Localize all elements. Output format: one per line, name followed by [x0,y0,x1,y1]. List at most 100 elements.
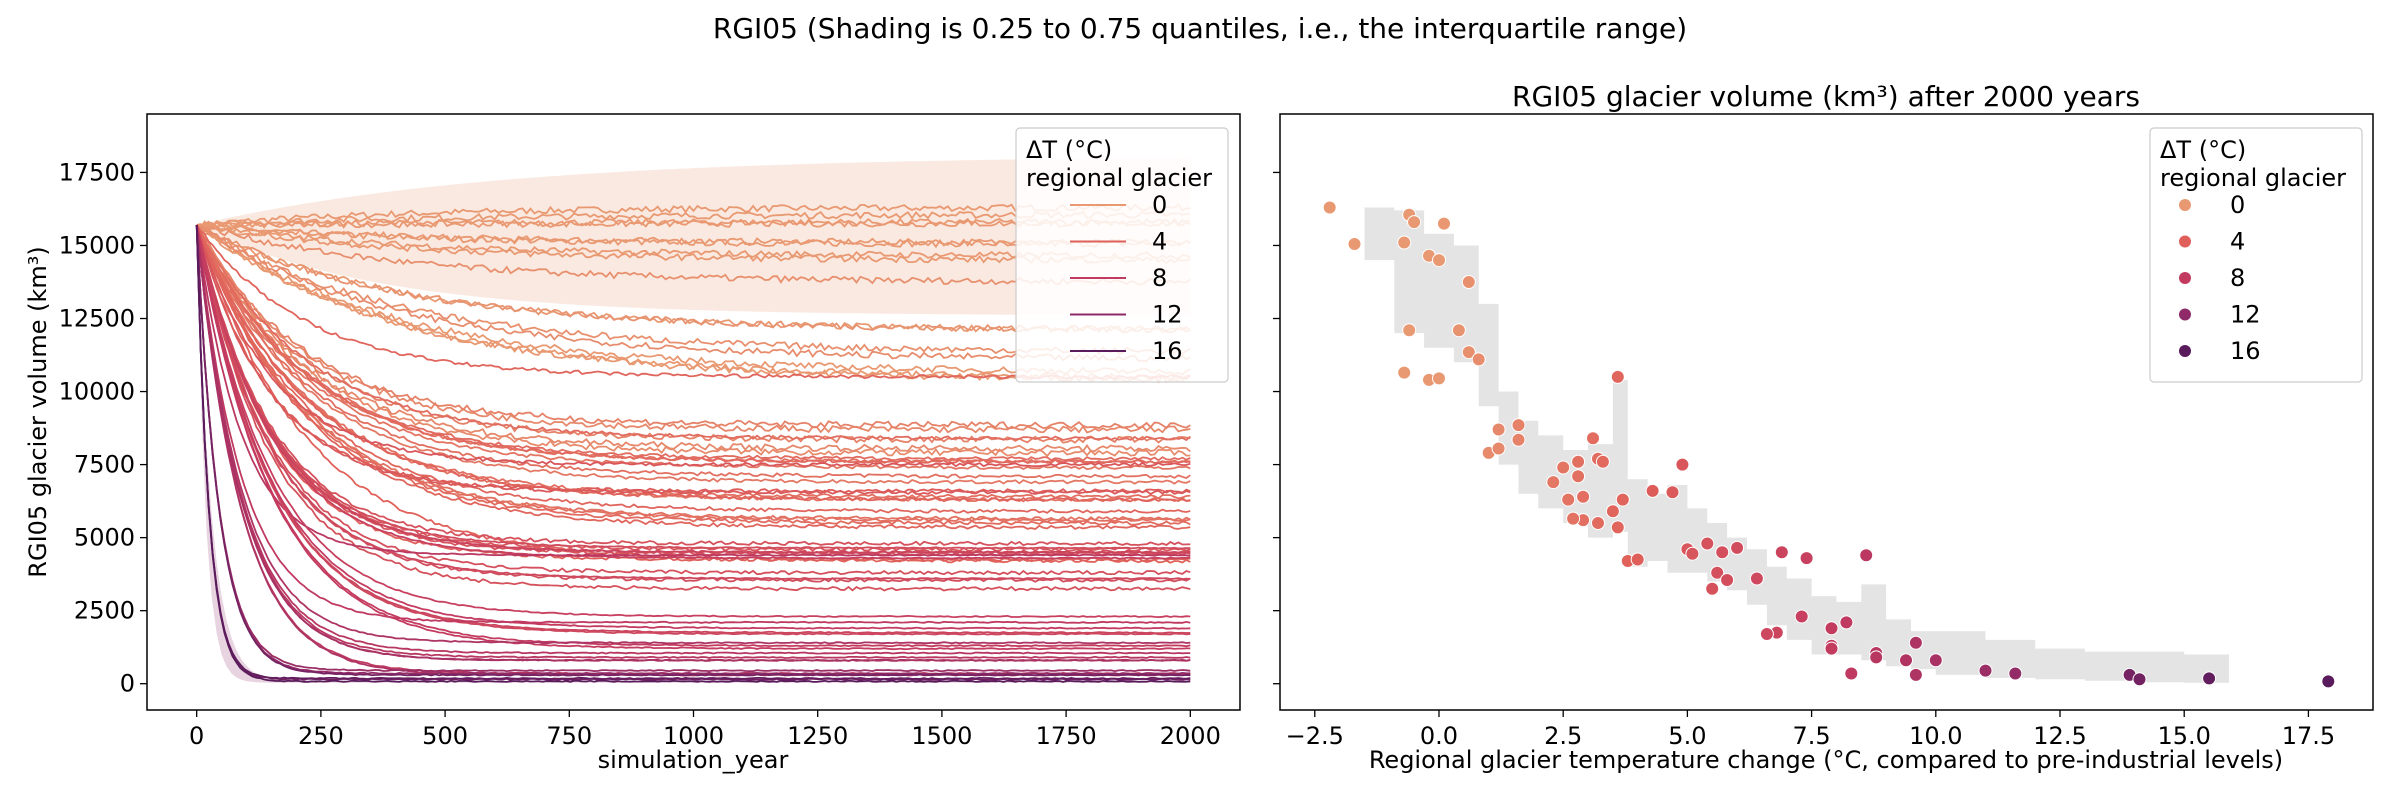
scatter-point [1402,323,1417,338]
scatter-point [1700,536,1715,551]
scatter-point [2202,671,2217,686]
series-line [195,224,1191,550]
scatter-point [1491,422,1506,437]
scatter-point [1451,323,1466,338]
legend-title-line1: ΔT (°C) [1026,136,1112,164]
series-line [195,224,1191,442]
x-tick-label: 15.0 [2157,722,2210,750]
series-line [195,224,1191,458]
y-tick-label: 2500 [74,597,135,625]
legend-swatch [2179,199,2191,211]
scatter-point [1407,215,1422,230]
scatter-point [1978,663,1993,678]
series-line [195,224,1191,554]
series-line [195,224,1191,655]
y-axis-label-left: RGI05 glacier volume (km³) [24,246,52,577]
figure-suptitle: RGI05 (Shading is 0.25 to 0.75 quantiles… [713,12,1687,45]
legend-label: 12 [1152,301,1183,329]
x-axis-right: −2.5 0.0 2.5 5.0 7.5 10.0 12.5 15.0 17.5 [1286,710,2335,750]
y-tick-label: 12500 [59,305,135,333]
y-tick-label: 15000 [59,231,135,259]
legend-label: 0 [1152,191,1167,219]
line-chart-panel: 0 250 500 750 1000 1250 1500 1750 2000 0 2500 5000… [24,113,1241,774]
series-line [195,224,1191,503]
y-tick-label: 5000 [74,524,135,552]
x-tick-label: 5.0 [1668,722,1706,750]
scatter-point [1908,667,1923,682]
legend-swatch [2179,272,2191,284]
scatter-point [1899,653,1913,668]
scatter-point [1461,345,1476,360]
series-line [195,224,1191,592]
series-line [195,224,1191,496]
scatter-point [1824,641,1839,656]
scatter-point [1556,460,1571,475]
x-tick-label: 0.0 [1420,722,1458,750]
series-line [195,224,1191,677]
scatter-point [1595,454,1610,469]
scatter-point [1397,365,1412,380]
scatter-point [1432,371,1446,386]
x-tick-label: 7.5 [1793,722,1831,750]
series-line [195,224,1191,522]
series-line [195,224,1191,645]
series-line [195,224,1191,557]
plot-frame-right [1279,113,2374,711]
scatter-point [1908,635,1923,650]
scatter-point [1615,492,1630,507]
scatter-point [1461,275,1476,289]
x-tick-label: 1250 [787,722,848,750]
series-line [195,224,1191,581]
legend-box-left [1015,127,1229,383]
series-line [195,224,1191,453]
series-line [195,224,1191,651]
scatter-point [1774,545,1789,560]
series-line [195,224,1191,468]
scatter-point [1665,485,1680,500]
scatter-point [1824,621,1839,636]
series-line [195,224,1191,462]
legend-label: 4 [1152,228,1167,256]
scatter-point [1749,571,1764,586]
y-axis-left: 0 2500 5000 7500 10000 12500 15000 17500 [59,158,147,698]
scatter-point [1869,650,1884,665]
series-line [195,224,1191,648]
x-tick-label: 500 [422,722,468,750]
scatter-point [1928,653,1943,668]
scatter-point [2132,672,2147,687]
scatter-point [1705,581,1720,596]
scatter-point [1844,666,1859,681]
series-line [195,224,1191,560]
scatter-point [1610,520,1625,535]
scatter-points-layer [1322,200,2336,689]
legend-swatch [2179,345,2191,357]
legend-box-right [2149,127,2363,383]
legend-label: 0 [2230,191,2245,219]
series-line [195,224,1191,680]
legend-label: 4 [2230,228,2245,256]
series-line [195,224,1191,485]
series-line [195,224,1191,514]
scatter-point [1794,609,1809,624]
scatter-point [1437,216,1451,231]
scatter-point [1576,489,1591,504]
legend-label: 8 [2230,264,2245,292]
iqr-band [1364,207,2229,684]
series-line [195,224,1191,683]
scatter-point [1839,615,1854,630]
x-tick-label: 250 [298,722,344,750]
y-tick-label: 10000 [59,378,135,406]
x-tick-label: 750 [546,722,592,750]
legend-swatch [2179,308,2191,321]
scatter-point [1759,627,1774,641]
x-tick-label: −2.5 [1286,722,1344,750]
scatter-point [1591,516,1605,530]
scatter-point [1397,235,1412,250]
scatter-point [1347,237,1362,251]
series-line [195,224,1191,659]
legend-title-line2: regional glacier [1026,164,1212,192]
scatter-point [1571,454,1586,469]
series-line [195,224,1191,547]
scatter-point [1566,511,1581,526]
